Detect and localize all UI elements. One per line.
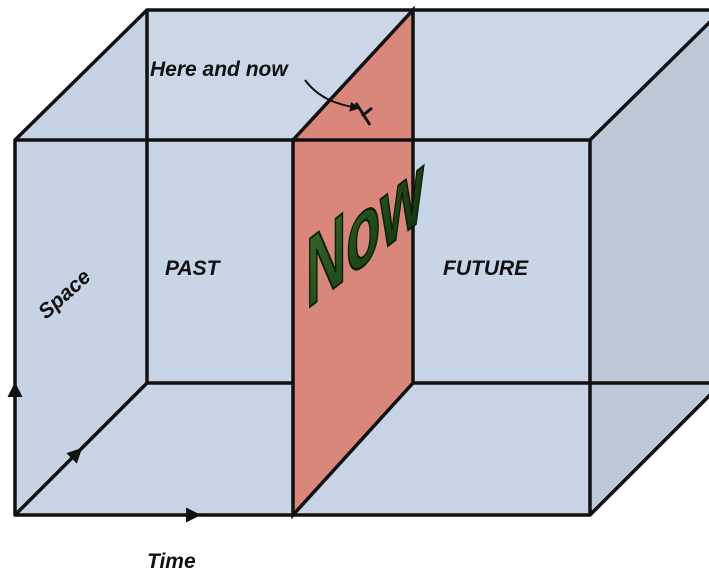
page: Here and now PAST FUTURE Space Time Now … [0,0,709,575]
future-label: FUTURE [443,257,529,280]
time-label: Time [147,550,196,573]
here-and-now-label: Here and now [150,58,289,81]
past-label: PAST [165,257,222,280]
diagram: Here and now PAST FUTURE Space Time Now [0,0,709,575]
